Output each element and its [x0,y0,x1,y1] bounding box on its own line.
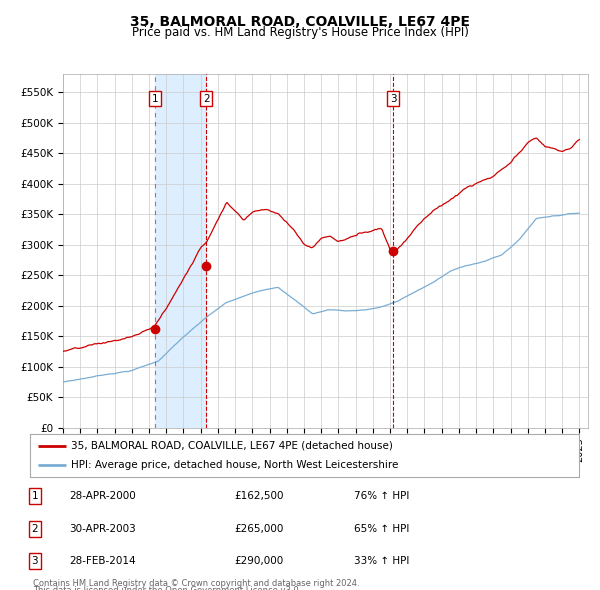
Text: 2: 2 [31,524,38,533]
Text: This data is licensed under the Open Government Licence v3.0.: This data is licensed under the Open Gov… [33,586,301,590]
Bar [155,74,206,428]
Text: 1: 1 [31,491,38,501]
Text: 30-APR-2003: 30-APR-2003 [69,524,136,533]
Text: 2: 2 [203,94,209,103]
Text: 3: 3 [389,94,396,103]
Text: 28-FEB-2014: 28-FEB-2014 [69,556,136,566]
Text: 28-APR-2000: 28-APR-2000 [69,491,136,501]
Text: £162,500: £162,500 [234,491,284,501]
Text: £290,000: £290,000 [234,556,283,566]
Text: 35, BALMORAL ROAD, COALVILLE, LE67 4PE (detached house): 35, BALMORAL ROAD, COALVILLE, LE67 4PE (… [71,441,393,451]
Text: 35, BALMORAL ROAD, COALVILLE, LE67 4PE: 35, BALMORAL ROAD, COALVILLE, LE67 4PE [130,15,470,29]
Text: Price paid vs. HM Land Registry's House Price Index (HPI): Price paid vs. HM Land Registry's House … [131,26,469,39]
Text: 65% ↑ HPI: 65% ↑ HPI [354,524,409,533]
Text: Contains HM Land Registry data © Crown copyright and database right 2024.: Contains HM Land Registry data © Crown c… [33,579,359,588]
Text: 33% ↑ HPI: 33% ↑ HPI [354,556,409,566]
Text: 1: 1 [151,94,158,103]
Text: 76% ↑ HPI: 76% ↑ HPI [354,491,409,501]
Text: £265,000: £265,000 [234,524,283,533]
Text: HPI: Average price, detached house, North West Leicestershire: HPI: Average price, detached house, Nort… [71,460,398,470]
Text: 3: 3 [31,556,38,566]
